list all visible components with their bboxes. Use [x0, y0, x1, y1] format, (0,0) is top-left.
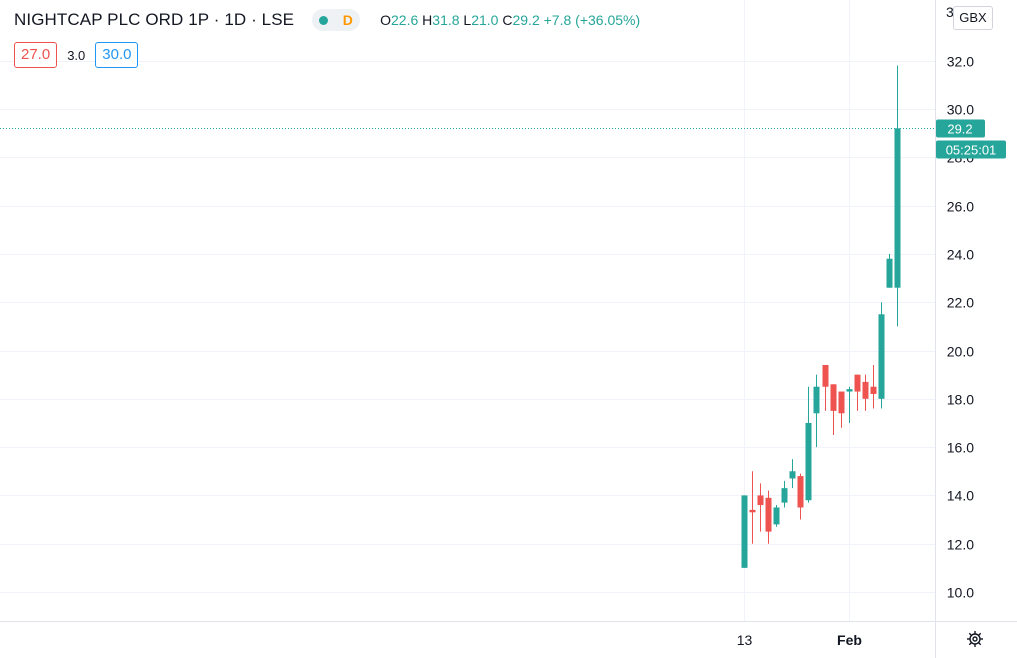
time-tick-label: Feb [837, 632, 862, 648]
candle-body [862, 381, 869, 399]
price-tick-label: 18.0 [947, 392, 974, 408]
time-tick-label: 13 [737, 632, 753, 648]
delayed-data-badge: D [342, 12, 353, 28]
price-tick-label: 16.0 [947, 440, 974, 456]
symbol-title[interactable]: NIGHTCAP PLC ORD 1P · 1D · LSE [14, 10, 295, 29]
last-price-label: 29.2 [947, 122, 972, 137]
price-tick-label: 22.0 [947, 295, 974, 311]
market-status-pill[interactable]: D [312, 9, 361, 31]
candle-body [830, 384, 837, 411]
candle-body [765, 497, 772, 532]
candle-body [854, 374, 861, 392]
high-label: H [422, 12, 433, 28]
price-tick-label: 24.0 [947, 247, 974, 263]
low-value: 21.0 [471, 12, 499, 28]
low-label: L [463, 12, 472, 28]
change-value: +7.8 (+36.05%) [543, 12, 641, 28]
countdown-label: 05:25:01 [946, 143, 997, 158]
grid-lines [0, 0, 935, 621]
open-label: O [380, 12, 392, 28]
candles [741, 65, 901, 568]
last-price-badge: 29.2 [936, 119, 985, 138]
bid-price-button[interactable]: 27.0 [14, 42, 58, 68]
close-value: 29.2 [512, 12, 540, 28]
ohlc-values: O22.6 H31.8 L21.0 C29.2 +7.8 (+36.05%) [380, 12, 640, 28]
candle-body [797, 476, 804, 508]
candle-body [822, 364, 829, 387]
gear-icon[interactable] [963, 627, 987, 651]
quote-panel: 27.0 3.0 30.0 [14, 42, 139, 68]
candle-body [813, 386, 820, 414]
spread-value: 3.0 [67, 47, 86, 63]
price-tick-label: 12.0 [947, 537, 974, 553]
legend-header: NIGHTCAP PLC ORD 1P · 1D · LSE D O22.6 H… [14, 6, 640, 34]
time-axis-labels[interactable]: 13 Feb [737, 632, 862, 648]
price-tick-label: 30.0 [947, 102, 974, 118]
high-value: 31.8 [432, 12, 460, 28]
price-tick-label: 26.0 [947, 199, 974, 215]
candle-body [781, 488, 788, 503]
price-tick-label: 20.0 [947, 344, 974, 360]
candle-body [741, 495, 748, 568]
candle-body [773, 507, 780, 525]
candle-body [757, 495, 764, 506]
candle-body [846, 389, 853, 392]
candle-body [886, 258, 893, 288]
candle-body [749, 509, 756, 513]
candle-body [870, 386, 877, 394]
price-tick-label: 10.0 [947, 585, 974, 601]
candle-body [894, 128, 901, 288]
candle-body [789, 471, 796, 479]
price-axis-labels[interactable]: 10.012.014.016.018.020.022.024.026.028.0… [946, 4, 974, 601]
market-open-dot-icon [319, 15, 329, 25]
candle-body [878, 314, 885, 399]
price-tick-label: 14.0 [947, 488, 974, 504]
price-tick-label: 3 [946, 4, 954, 20]
open-value: 22.6 [391, 12, 419, 28]
ask-price-button[interactable]: 30.0 [95, 42, 139, 68]
candle-body [838, 391, 845, 414]
close-label: C [502, 12, 513, 28]
price-tick-label: 32.0 [947, 54, 974, 70]
currency-button[interactable]: GBX [953, 6, 993, 30]
countdown-badge: 05:25:01 [936, 140, 1006, 159]
candle-body [805, 422, 812, 501]
